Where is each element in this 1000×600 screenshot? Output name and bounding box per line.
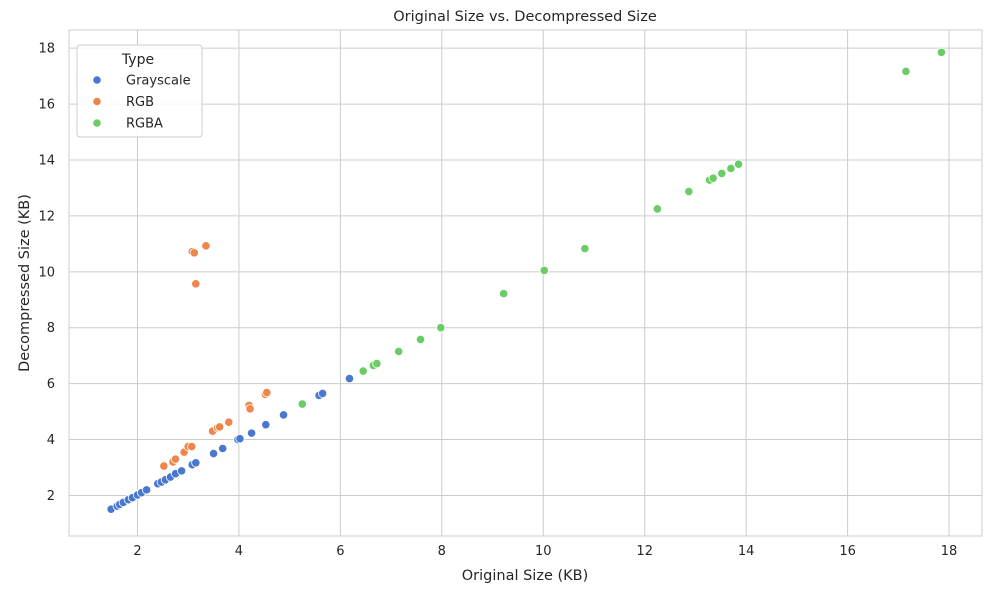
legend-marker bbox=[92, 96, 102, 107]
chart-title: Original Size vs. Decompressed Size bbox=[393, 9, 657, 25]
data-point bbox=[235, 434, 245, 444]
data-point bbox=[189, 248, 199, 258]
data-point bbox=[539, 265, 549, 276]
data-point bbox=[394, 346, 404, 357]
series-rgba bbox=[297, 47, 947, 409]
data-point bbox=[159, 461, 169, 471]
data-point bbox=[415, 334, 426, 345]
plot-area bbox=[68, 29, 983, 537]
x-tick-label: 4 bbox=[235, 544, 243, 559]
y-tick-label: 4 bbox=[47, 433, 55, 448]
data-point bbox=[208, 448, 219, 459]
data-point bbox=[318, 388, 328, 399]
data-point bbox=[224, 417, 234, 427]
y-tick-label: 12 bbox=[38, 209, 55, 224]
x-tick-label: 12 bbox=[636, 544, 653, 559]
data-point bbox=[187, 441, 197, 452]
y-tick-label: 2 bbox=[47, 489, 55, 504]
series-rgb bbox=[159, 241, 272, 471]
legend-marker bbox=[92, 75, 102, 85]
data-point bbox=[652, 204, 662, 214]
legend-label: RGBA bbox=[126, 117, 163, 132]
data-point bbox=[177, 466, 187, 476]
data-point bbox=[297, 399, 307, 409]
x-tick-label: 14 bbox=[738, 544, 755, 559]
data-point bbox=[247, 428, 257, 438]
y-axis-ticks: 2 4 6 8 10 12 14 16 18 bbox=[38, 42, 55, 504]
y-tick-label: 6 bbox=[47, 377, 55, 392]
y-axis-label: Decompressed Size (KB) bbox=[17, 194, 33, 372]
grid-lines bbox=[69, 30, 982, 536]
data-point bbox=[170, 454, 181, 464]
data-point bbox=[262, 387, 272, 398]
data-point bbox=[436, 323, 446, 333]
data-point bbox=[142, 485, 152, 495]
legend-box bbox=[76, 44, 203, 138]
y-tick-label: 14 bbox=[38, 153, 55, 168]
data-point bbox=[936, 47, 947, 57]
x-tick-label: 8 bbox=[438, 544, 446, 559]
legend-items: Grayscale RGB RGBA bbox=[92, 74, 191, 132]
x-axis-ticks: 2 4 6 8 10 12 14 16 18 bbox=[133, 544, 957, 559]
data-point bbox=[901, 66, 911, 76]
data-point bbox=[218, 443, 228, 454]
data-point bbox=[684, 186, 694, 197]
data-point bbox=[358, 366, 368, 376]
data-point bbox=[708, 173, 718, 183]
x-tick-label: 10 bbox=[535, 544, 552, 559]
data-point bbox=[261, 420, 271, 430]
series-grayscale bbox=[106, 374, 355, 514]
data-point bbox=[372, 358, 382, 369]
data-point bbox=[499, 289, 509, 299]
y-tick-label: 10 bbox=[38, 265, 55, 280]
y-tick-label: 18 bbox=[38, 42, 55, 57]
data-point bbox=[726, 163, 736, 173]
x-tick-label: 16 bbox=[839, 544, 856, 559]
data-point bbox=[215, 422, 225, 432]
x-axis-label: Original Size (KB) bbox=[462, 568, 589, 584]
data-point bbox=[344, 374, 355, 384]
data-points bbox=[106, 47, 947, 514]
data-point bbox=[245, 404, 255, 414]
data-point bbox=[278, 410, 289, 420]
x-tick-label: 6 bbox=[336, 544, 344, 559]
data-point bbox=[191, 279, 201, 289]
y-tick-label: 16 bbox=[38, 98, 55, 113]
data-point bbox=[201, 241, 211, 251]
data-point bbox=[717, 168, 727, 179]
data-point bbox=[733, 159, 744, 169]
x-tick-label: 2 bbox=[133, 544, 141, 559]
legend-label: Grayscale bbox=[126, 74, 191, 89]
data-point bbox=[191, 458, 201, 468]
legend-marker bbox=[92, 118, 102, 128]
data-point bbox=[580, 244, 590, 254]
legend: Type Grayscale RGB RGBA bbox=[76, 44, 203, 138]
legend-label: RGB bbox=[126, 95, 154, 110]
legend-title: Type bbox=[121, 52, 154, 68]
y-tick-label: 8 bbox=[47, 321, 55, 336]
x-tick-label: 18 bbox=[941, 544, 958, 559]
